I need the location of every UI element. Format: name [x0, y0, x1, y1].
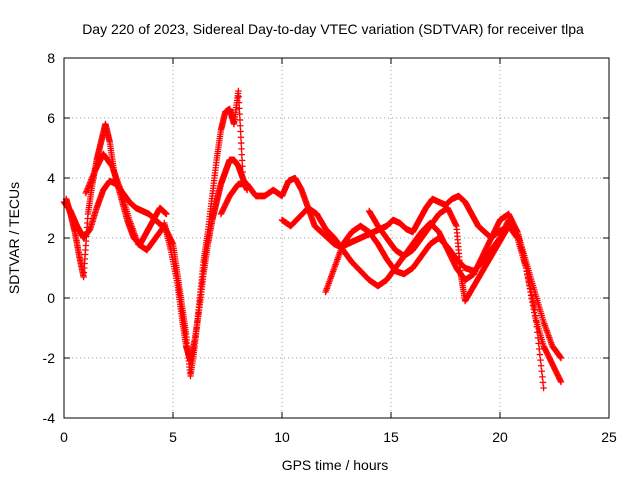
x-tick-label: 25: [601, 429, 617, 445]
x-tick-label: 5: [169, 429, 177, 445]
data-point-interp: [237, 134, 245, 141]
series-track-4: [161, 156, 251, 365]
data-point-interp: [534, 329, 541, 336]
data-point-interp: [537, 356, 544, 364]
data-point: [531, 306, 539, 314]
data-point-interp: [538, 368, 545, 375]
data-point-interp: [238, 139, 245, 147]
data-point-interp: [535, 340, 542, 347]
data-point-interp: [237, 122, 244, 129]
data-point-interp: [236, 105, 243, 112]
chart-title: Day 220 of 2023, Sidereal Day-to-day VTE…: [82, 21, 584, 37]
data-point-interp: [237, 128, 244, 135]
data-point-interp: [536, 345, 543, 353]
data-point: [540, 384, 547, 392]
data-point-interp: [539, 379, 547, 386]
y-tick-label: -2: [43, 350, 56, 366]
y-tick-label: -4: [43, 410, 56, 426]
data-point-interp: [238, 151, 246, 158]
data-point-interp: [236, 116, 244, 124]
x-tick-label: 10: [274, 429, 290, 445]
data-point-interp: [536, 351, 544, 358]
data-point-interp: [238, 157, 246, 164]
y-tick-label: 2: [47, 230, 55, 246]
data-point: [557, 378, 565, 386]
data-point-interp: [532, 317, 540, 325]
y-axis-title: SDTVAR / TECUs: [6, 182, 22, 294]
series-track-7: [322, 216, 565, 386]
data-point: [557, 354, 565, 362]
data-point-interp: [238, 145, 245, 153]
data-point-interp: [537, 362, 545, 369]
data-point-interp: [235, 99, 243, 106]
x-tick-label: 15: [383, 429, 399, 445]
x-tick-label: 0: [60, 429, 68, 445]
data-point-interp: [534, 334, 542, 342]
data-point: [235, 87, 242, 95]
data-point-interp: [539, 373, 546, 381]
ticks-layer: 0 5 10 15 20 25 -4 -2 0 2 4 6 8: [43, 50, 617, 445]
y-tick-label: 6: [47, 110, 55, 126]
x-axis-title: GPS time / hours: [282, 457, 389, 473]
x-tick-label: 20: [492, 429, 508, 445]
data-point-interp: [235, 93, 242, 100]
y-tick-label: 0: [47, 290, 55, 306]
y-tick-label: 4: [47, 170, 55, 186]
data-point-interp: [532, 312, 539, 319]
series-track-8: [366, 204, 547, 392]
data-point-interp: [236, 110, 243, 118]
y-tick-label: 8: [47, 50, 55, 66]
data-point: [163, 210, 170, 218]
points-layer: [60, 87, 565, 392]
data-point-interp: [533, 323, 540, 330]
